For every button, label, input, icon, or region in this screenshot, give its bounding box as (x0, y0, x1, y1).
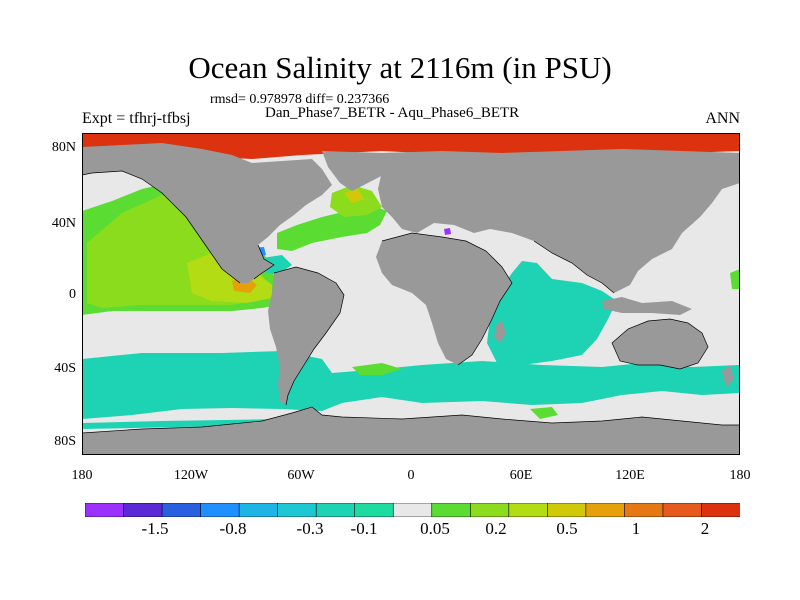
coastline-australia (611, 318, 709, 370)
lon-label-180e: 180 (729, 468, 751, 483)
colorbar (85, 503, 740, 517)
colorbar-label: 0.05 (420, 519, 450, 538)
lon-label-120e: 120E (615, 468, 645, 483)
coastline-antarctica (82, 406, 740, 434)
plot-title: Ocean Salinity at 2116m (in PSU) (188, 50, 612, 85)
colorbar-swatch (508, 503, 548, 517)
colorbar-swatch (547, 503, 587, 517)
colorbar-swatch (354, 503, 394, 517)
salinity-difference-map (82, 133, 740, 455)
colorbar-swatch (431, 503, 471, 517)
experiment-comparison-subtitle: Dan_Phase7_BETR - Aqu_Phase6_BETR (265, 105, 520, 121)
colorbar-swatch (123, 503, 163, 517)
coastline-north-america (82, 170, 241, 284)
land-africa (376, 233, 512, 365)
colorbar-swatch (662, 503, 703, 517)
land-eurasia (378, 149, 740, 293)
colorbar-swatch (277, 503, 317, 517)
colorbar-swatch (469, 503, 510, 517)
lon-label-0: 0 (407, 468, 415, 483)
lat-label-80s: 80S (54, 434, 76, 449)
lon-label-180w: 180 (71, 468, 93, 483)
rmsd-diff-stats: rmsd= 0.978978 diff= 0.237366 (210, 92, 390, 107)
colorbar-swatch (585, 503, 626, 517)
land-south-america (268, 267, 344, 405)
lon-label-120w: 120W (173, 468, 209, 483)
east-pacific-edge-green (730, 269, 740, 289)
north-atlantic-green-anomaly (277, 205, 387, 251)
colorbar-label: -0.8 (219, 519, 247, 538)
colorbar-swatch (624, 503, 664, 517)
land-new-zealand (722, 365, 734, 387)
lon-label-60w: 60W (287, 468, 315, 483)
colorbar-label: -0.1 (350, 519, 378, 538)
colorbar-label: 0.5 (556, 519, 578, 538)
land-australia (612, 319, 708, 369)
colorbar-label: 1 (631, 519, 641, 538)
colorbar-label: 0.2 (485, 519, 507, 538)
indian-ocean-cyan-anomaly (487, 261, 617, 365)
colorbar-label: -1.5 (141, 519, 169, 538)
lon-label-60e: 60E (509, 468, 533, 483)
coastlines (82, 170, 740, 434)
coastline-africa-eurasia (381, 232, 615, 366)
lat-label-80n: 80N (51, 140, 76, 155)
season-label: ANN (705, 110, 740, 127)
lat-label-40s: 40S (54, 361, 76, 376)
southern-ocean-green-patch (530, 407, 558, 419)
land-antarctica (82, 407, 740, 455)
colorbar-swatch (238, 503, 279, 517)
mediterranean-violet-spot (444, 228, 451, 235)
colorbar-swatch (161, 503, 202, 517)
colorbar-swatch (85, 503, 125, 517)
lat-label-40n: 40N (51, 216, 76, 231)
colorbar-swatch (701, 503, 740, 517)
colorbar-swatch (315, 503, 356, 517)
southern-ocean-cyan-band (82, 351, 740, 419)
coastline-americas (253, 244, 345, 406)
land-arctic-greenland (82, 143, 332, 283)
lat-label-0: 0 (69, 287, 76, 302)
colorbar-swatch (392, 503, 433, 517)
colorbar-label: 2 (700, 519, 710, 538)
north-atlantic-yellow-spot (344, 189, 364, 203)
land-madagascar (494, 321, 506, 343)
experiment-id: Expt = tfhrj-tfbsj (82, 110, 191, 127)
south-atlantic-green-patch (352, 363, 402, 375)
map-frame (82, 133, 740, 455)
land-maritime-continent (602, 297, 692, 315)
colorbar-label: -0.3 (296, 519, 324, 538)
colorbar-swatch (200, 503, 240, 517)
